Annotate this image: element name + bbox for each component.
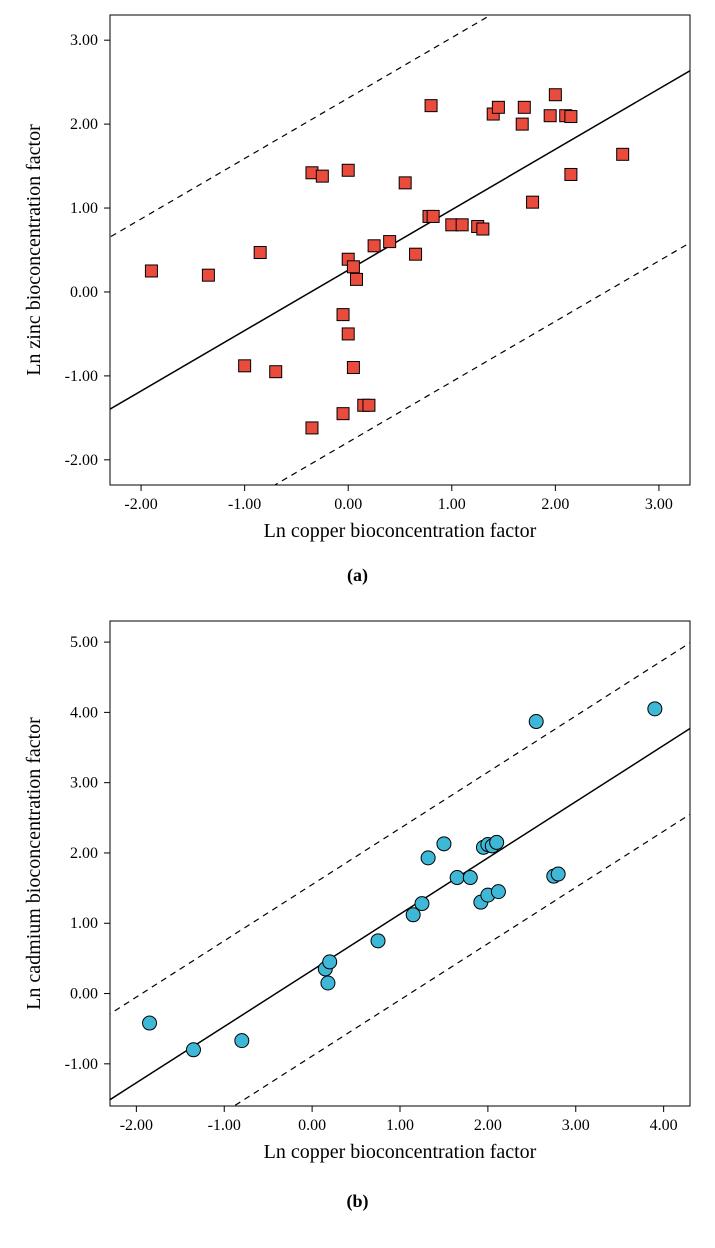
chart-a: -2.00 -1.00 0.00 1.00 2.00 3.00 -2.00 -1.00 0.00… bbox=[0, 0, 715, 586]
data-point bbox=[235, 1034, 249, 1048]
data-point bbox=[463, 871, 477, 885]
data-point bbox=[491, 885, 505, 899]
data-point bbox=[516, 118, 528, 130]
chart-b-svg: -2.00 -1.00 0.00 1.00 2.00 3.00 4.00 -1.00 0.00 1… bbox=[0, 606, 715, 1181]
data-point bbox=[565, 168, 577, 180]
data-point bbox=[437, 837, 451, 851]
y-tick-label: 1.00 bbox=[70, 200, 98, 217]
x-tick-label: 4.00 bbox=[650, 1117, 678, 1134]
data-point bbox=[490, 835, 504, 849]
data-point bbox=[384, 236, 396, 248]
y-axis-label: Ln cadmium bioconcentration factor bbox=[23, 717, 45, 1010]
data-point bbox=[143, 1016, 157, 1030]
x-tick-label: -2.00 bbox=[120, 1117, 153, 1134]
y-tick-label: 2.00 bbox=[70, 116, 98, 133]
data-point bbox=[565, 111, 577, 123]
data-point bbox=[316, 170, 328, 182]
data-point bbox=[551, 867, 565, 881]
y-tick-label: 3.00 bbox=[70, 775, 98, 792]
x-tick-label: 3.00 bbox=[562, 1117, 590, 1134]
data-point bbox=[544, 110, 556, 122]
data-point bbox=[617, 148, 629, 160]
x-tick-label: -1.00 bbox=[208, 1117, 241, 1134]
y-tick-label: 5.00 bbox=[70, 634, 98, 651]
y-tick-label: 3.00 bbox=[70, 32, 98, 49]
y-tick-label: 4.00 bbox=[70, 704, 98, 721]
data-point bbox=[321, 976, 335, 990]
y-tick-label: -2.00 bbox=[65, 452, 98, 469]
y-tick-label: 0.00 bbox=[70, 986, 98, 1003]
data-point bbox=[477, 223, 489, 235]
data-point bbox=[337, 408, 349, 420]
y-axis-label: Ln zinc bioconcentration factor bbox=[23, 124, 45, 376]
y-tick-label: 1.00 bbox=[70, 915, 98, 932]
data-point bbox=[368, 240, 380, 252]
y-tick-label: 2.00 bbox=[70, 845, 98, 862]
x-tick-label: 2.00 bbox=[541, 496, 569, 513]
y-tick-label: -1.00 bbox=[65, 1056, 98, 1073]
data-point bbox=[337, 309, 349, 321]
chart-b-caption: (b) bbox=[0, 1191, 715, 1212]
data-point bbox=[239, 360, 251, 372]
x-tick-label: 1.00 bbox=[438, 496, 466, 513]
data-point bbox=[410, 248, 422, 260]
data-point bbox=[342, 328, 354, 340]
x-tick-label: -1.00 bbox=[228, 496, 261, 513]
x-tick-label: 0.00 bbox=[298, 1117, 326, 1134]
data-point bbox=[415, 897, 429, 911]
data-point bbox=[450, 871, 464, 885]
data-point bbox=[306, 422, 318, 434]
chart-b: -2.00 -1.00 0.00 1.00 2.00 3.00 4.00 -1.00 0.00 1… bbox=[0, 606, 715, 1212]
data-point bbox=[270, 366, 282, 378]
data-point bbox=[347, 261, 359, 273]
data-point bbox=[549, 89, 561, 101]
data-point bbox=[145, 265, 157, 277]
data-point bbox=[363, 399, 375, 411]
data-point bbox=[648, 702, 662, 716]
data-point bbox=[399, 177, 411, 189]
data-point bbox=[427, 210, 439, 222]
data-point bbox=[529, 715, 543, 729]
data-point bbox=[518, 101, 530, 113]
chart-a-caption: (a) bbox=[0, 565, 715, 586]
x-tick-label: 2.00 bbox=[474, 1117, 502, 1134]
y-tick-label: -1.00 bbox=[65, 368, 98, 385]
data-point bbox=[323, 955, 337, 969]
data-point bbox=[456, 219, 468, 231]
data-point bbox=[425, 100, 437, 112]
chart-a-svg: -2.00 -1.00 0.00 1.00 2.00 3.00 -2.00 -1.00 0.00… bbox=[0, 0, 715, 555]
data-point bbox=[351, 273, 363, 285]
data-point bbox=[421, 851, 435, 865]
data-point bbox=[202, 269, 214, 281]
x-tick-label: 3.00 bbox=[645, 496, 673, 513]
data-point bbox=[186, 1043, 200, 1057]
y-tick-label: 0.00 bbox=[70, 284, 98, 301]
data-point bbox=[527, 196, 539, 208]
data-point bbox=[492, 101, 504, 113]
x-tick-label: 0.00 bbox=[334, 496, 362, 513]
data-point bbox=[342, 164, 354, 176]
x-axis-label: Ln copper bioconcentration factor bbox=[264, 520, 537, 542]
data-point bbox=[254, 247, 266, 259]
x-axis-label: Ln copper bioconcentration factor bbox=[264, 1141, 537, 1163]
x-tick-label: 1.00 bbox=[386, 1117, 414, 1134]
x-tick-label: -2.00 bbox=[124, 496, 157, 513]
data-point bbox=[347, 362, 359, 374]
data-point bbox=[371, 934, 385, 948]
